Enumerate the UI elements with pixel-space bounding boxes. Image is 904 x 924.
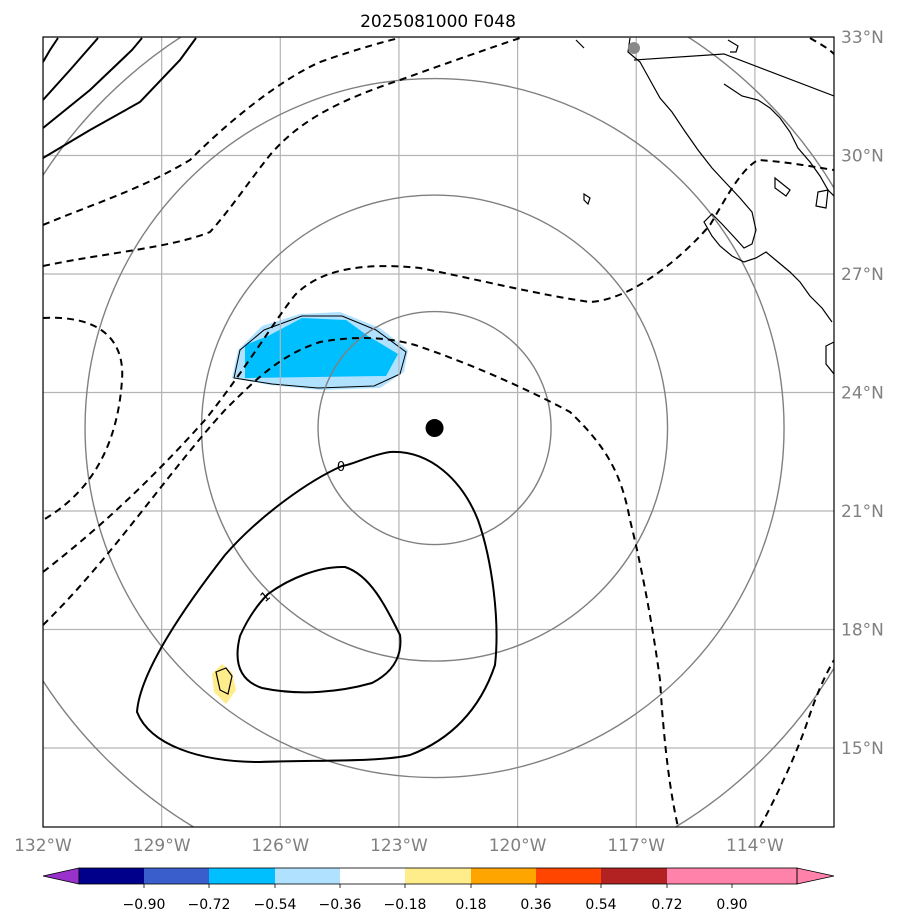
map-area: 01 (43, 37, 834, 827)
lat-tick-label: 15°N (841, 739, 884, 759)
lon-tick-label: 126°W (251, 836, 309, 856)
colorbar-tick-label: 0.72 (651, 897, 682, 913)
colorbar-bin (601, 868, 667, 884)
contour-solid-nw-4 (43, 37, 197, 159)
lat-tick-label: 27°N (841, 265, 884, 285)
shade-outline (233, 315, 407, 389)
island-guadalupe (583, 192, 591, 206)
lat-tick-label: 18°N (841, 621, 884, 641)
graticule (43, 37, 834, 827)
lat-tick-label: 24°N (841, 384, 884, 404)
contour-solid-nw-2 (43, 37, 99, 101)
coastline-baja (627, 37, 833, 323)
colorbar-bin (209, 868, 275, 884)
contour-lines (43, 37, 834, 827)
latitude-labels: 15°N 18°N 21°N 24°N 27°N 30°N 33°N (841, 28, 884, 759)
lon-tick-label: 114°W (726, 836, 784, 856)
lon-tick-label: 117°W (607, 836, 665, 856)
range-ring (200, 194, 669, 662)
colorbar-bin (732, 868, 797, 884)
island-revillagigedo (215, 667, 233, 695)
lon-tick-label: 123°W (370, 836, 428, 856)
colorbar-tick-label: 0.18 (455, 897, 486, 913)
lat-tick-label: 21°N (841, 502, 884, 522)
lon-tick-label: 120°W (489, 836, 547, 856)
chart-title: 2025081000 F048 (360, 12, 516, 32)
colorbar-extend-low (42, 867, 80, 885)
colorbar-tick-label: 0.90 (716, 897, 747, 913)
colorbar-bin (536, 868, 601, 884)
colorbar-tick-label: −0.72 (188, 897, 231, 913)
range-ring (43, 37, 834, 827)
city-marker (628, 42, 640, 54)
colorbar-bin (471, 868, 536, 884)
lon-tick-label: 132°W (14, 836, 72, 856)
colorbar: −0.90 −0.72 −0.54 −0.36 −0.18 0.18 0.36 0.54 0.7… (42, 867, 835, 913)
us-mexico-border (633, 53, 834, 97)
contour-dashed-1 (43, 37, 401, 226)
colorbar-bin (405, 868, 471, 884)
contour-solid-nw-1 (43, 37, 59, 63)
range-ring (84, 77, 785, 779)
map-frame (42, 36, 835, 828)
lat-tick-label: 30°N (841, 147, 884, 167)
longitude-labels: 132°W 129°W 126°W 123°W 120°W 117°W 114°W (14, 836, 784, 856)
coastline-gulf-islands (774, 176, 834, 375)
colorbar-tick-label: 0.54 (585, 897, 616, 913)
contour-labels: 01 (258, 460, 345, 606)
contour-one (236, 565, 402, 694)
contour-solid-nw-3 (43, 37, 143, 129)
lon-tick-label: 129°W (133, 836, 191, 856)
colorbar-tick-label: −0.90 (123, 897, 166, 913)
colorbar-bin (340, 868, 405, 884)
contour-dashed-5 (43, 337, 679, 827)
shaded-fields (212, 312, 408, 704)
colorbar-bin (79, 868, 144, 884)
colorbar-tick-label: −0.36 (319, 897, 362, 913)
contour-dashed-2 (43, 37, 521, 267)
colorbar-extend-high (796, 867, 835, 885)
shade-yellow (212, 664, 236, 704)
coastline-mainland (723, 83, 834, 197)
range-rings (43, 37, 834, 827)
colorbar-bin (667, 868, 732, 884)
storm-center-marker (425, 419, 444, 438)
contour-dashed-4 (43, 158, 834, 573)
coastline (215, 37, 834, 695)
contour-dashed-3 (43, 316, 124, 521)
lat-tick-label: 33°N (841, 28, 884, 48)
colorbar-tick-label: −0.18 (384, 897, 427, 913)
contour-dashed-7 (809, 37, 834, 55)
contour-label-zero: 0 (337, 460, 345, 475)
coastline-north (575, 39, 739, 53)
colorbar-outline (78, 867, 798, 885)
colorbar-tick-label: −0.54 (254, 897, 297, 913)
colorbar-bin (144, 868, 209, 884)
range-ring (317, 310, 552, 546)
shade-deep-sky-blue (245, 318, 398, 378)
contour-zero (135, 450, 498, 764)
colorbar-bin (275, 868, 340, 884)
colorbar-tick-label: 0.36 (520, 897, 551, 913)
